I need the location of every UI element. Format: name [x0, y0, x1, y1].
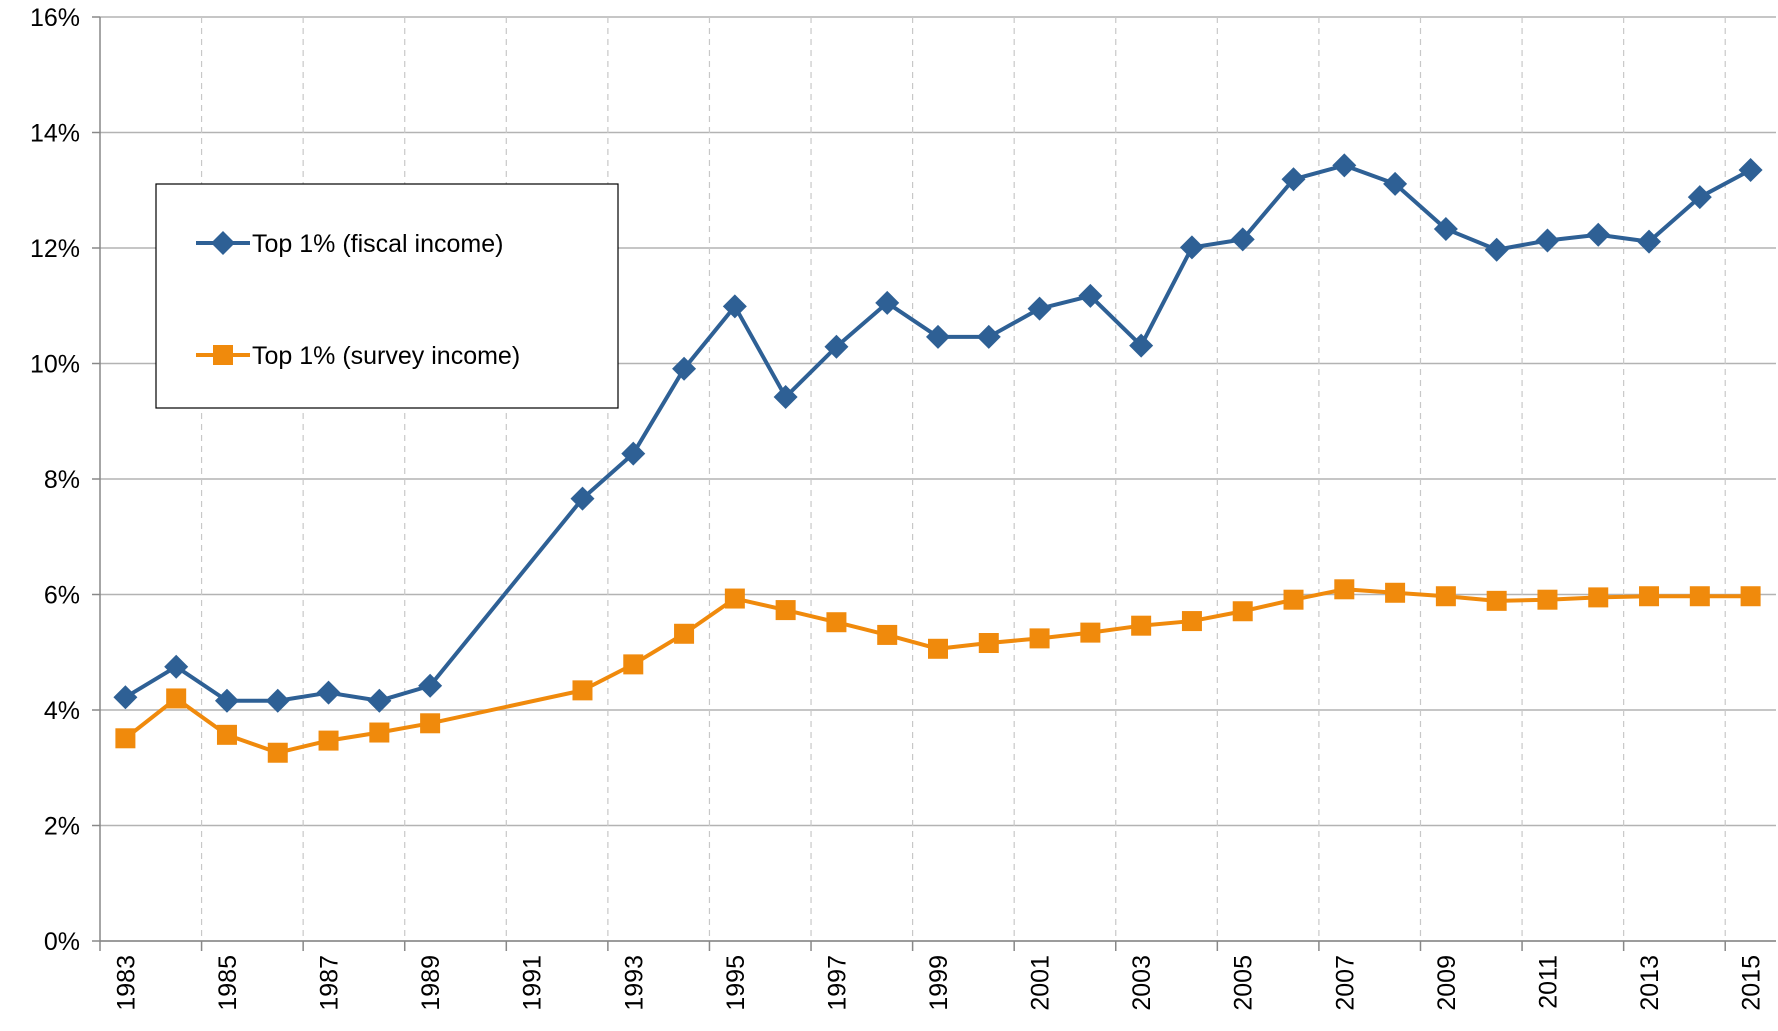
marker	[1281, 167, 1306, 192]
x-tick-label: 1995	[722, 955, 750, 1011]
y-tick-label: 2%	[44, 813, 80, 841]
legend-label: Top 1% (survey income)	[252, 342, 520, 370]
marker	[1078, 283, 1103, 308]
marker	[1179, 235, 1204, 260]
marker	[722, 294, 747, 319]
marker	[621, 441, 646, 466]
marker	[824, 334, 849, 359]
x-tick-label: 1991	[519, 955, 547, 1011]
x-tick-label: 1987	[316, 955, 344, 1011]
marker	[976, 324, 1001, 349]
marker	[1433, 216, 1458, 241]
marker	[1283, 589, 1304, 610]
marker	[1486, 590, 1507, 611]
marker	[1029, 628, 1050, 649]
x-tick-label: 1983	[112, 955, 140, 1011]
marker	[213, 345, 233, 365]
x-tick-label: 1989	[417, 955, 445, 1011]
marker	[674, 623, 695, 644]
marker	[978, 633, 999, 654]
marker	[775, 600, 796, 621]
y-tick-label: 6%	[44, 582, 80, 610]
legend-box	[155, 183, 619, 409]
marker	[875, 290, 900, 315]
marker	[877, 624, 898, 645]
marker	[1181, 611, 1202, 632]
marker	[1689, 586, 1710, 607]
marker	[1637, 229, 1662, 254]
marker	[1385, 582, 1406, 603]
marker	[1131, 615, 1152, 636]
marker	[1435, 586, 1456, 607]
marker	[164, 654, 189, 679]
x-tick-label: 2009	[1433, 955, 1461, 1011]
marker	[1027, 296, 1052, 321]
legend: Top 1% (fiscal income) Top 1% (survey inc…	[155, 183, 619, 409]
marker	[1129, 333, 1154, 358]
marker	[1740, 586, 1761, 607]
marker	[1588, 587, 1609, 608]
marker	[1334, 579, 1355, 600]
x-tick-label: 1985	[214, 955, 242, 1011]
x-tick-label: 2005	[1230, 955, 1258, 1011]
marker	[115, 728, 136, 749]
marker	[672, 356, 697, 381]
y-tick-label: 0%	[44, 928, 80, 956]
marker	[113, 685, 138, 710]
marker	[570, 486, 595, 511]
marker	[1080, 622, 1101, 643]
marker	[367, 688, 392, 713]
x-tick-label: 2013	[1636, 955, 1664, 1011]
marker	[211, 231, 235, 255]
y-tick-label: 12%	[30, 235, 80, 263]
x-tick-label: 1999	[925, 955, 953, 1011]
y-tick-label: 4%	[44, 697, 80, 725]
marker	[1232, 601, 1253, 622]
marker	[1639, 586, 1660, 607]
marker	[369, 722, 390, 743]
marker	[166, 688, 187, 709]
marker	[1586, 222, 1611, 247]
marker	[724, 588, 745, 609]
marker	[572, 680, 593, 701]
marker	[1332, 153, 1357, 178]
y-tick-label: 8%	[44, 466, 80, 494]
marker	[928, 638, 948, 659]
marker	[773, 384, 798, 409]
marker	[265, 688, 290, 713]
marker	[1383, 171, 1408, 196]
x-tick-label: 1993	[620, 955, 648, 1011]
marker	[267, 742, 288, 763]
marker	[216, 724, 237, 745]
x-tick-label: 2011	[1534, 955, 1562, 1009]
marker	[623, 654, 644, 675]
marker	[926, 324, 950, 349]
marker	[1230, 227, 1255, 252]
legend-label: Top 1% (fiscal income)	[252, 230, 503, 258]
marker	[1537, 589, 1558, 610]
marker	[1535, 228, 1560, 253]
x-tick-label: 2001	[1027, 955, 1055, 1011]
marker	[316, 680, 341, 705]
marker	[1687, 185, 1712, 210]
marker	[318, 730, 339, 751]
marker	[214, 688, 239, 713]
marker	[420, 713, 441, 734]
y-tick-label: 14%	[30, 120, 80, 148]
x-tick-label: 2007	[1331, 955, 1359, 1011]
y-tick-label: 10%	[30, 351, 80, 379]
marker	[418, 673, 443, 698]
y-tick-label: 16%	[30, 4, 80, 32]
marker	[1738, 158, 1763, 183]
marker	[826, 612, 847, 633]
series-line	[124, 587, 1751, 755]
marker	[1484, 237, 1509, 262]
x-tick-label: 2015	[1738, 955, 1766, 1011]
x-tick-label: 2003	[1128, 955, 1156, 1011]
x-tick-label: 1997	[823, 955, 851, 1011]
